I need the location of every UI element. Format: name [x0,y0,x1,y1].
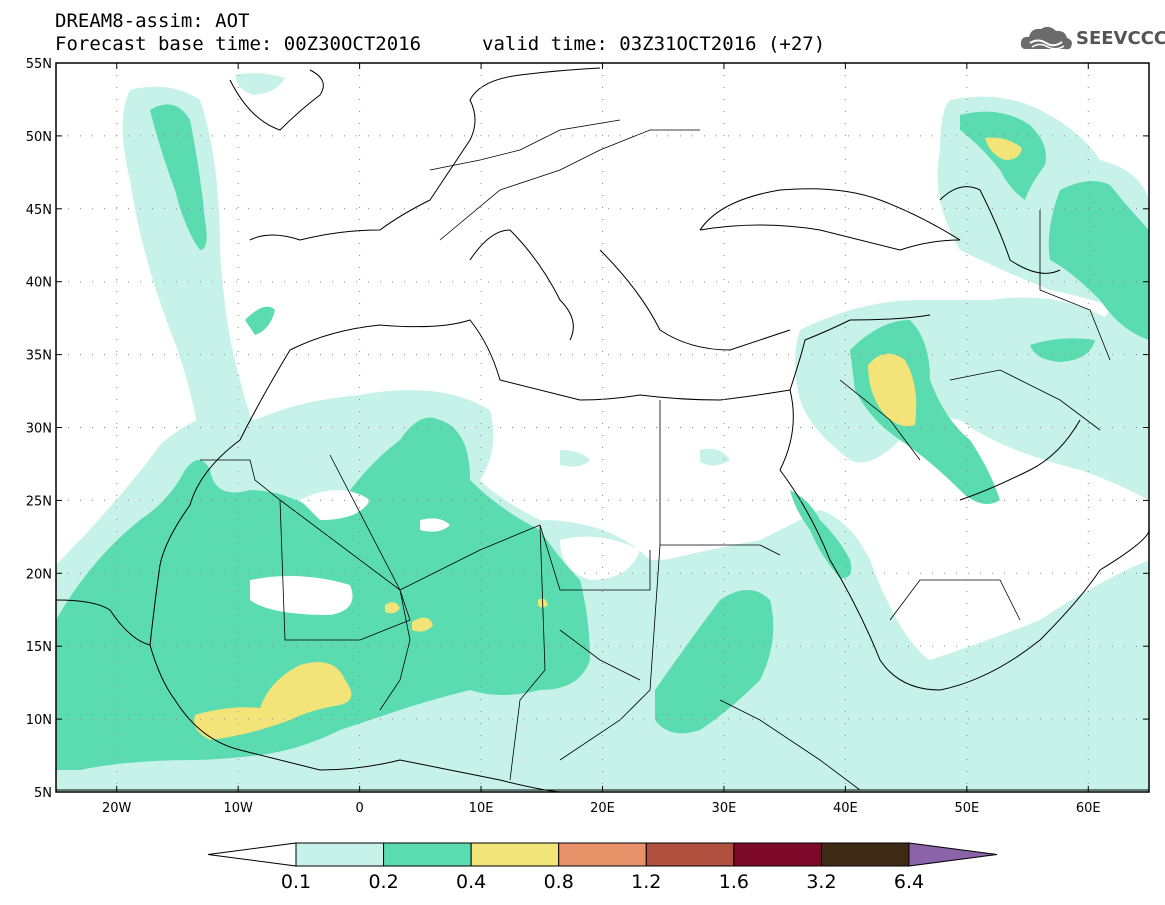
aot-field [56,73,1149,792]
seevccc-logo: SEEVCCC [1018,22,1165,56]
lat-tick-label: 50N [26,130,52,145]
colorbar-label: 0.4 [456,871,486,893]
lat-tick-label: 5N [34,786,52,801]
lon-tick-label: 0 [355,801,363,816]
colorbar-segment [908,842,998,867]
aot-level-0-4 [194,137,1022,740]
lon-tick-label: 50E [954,801,979,816]
lon-tick-label: 40E [833,801,858,816]
map-title: DREAM8-assim: AOT [55,10,250,32]
lat-tick-label: 10N [26,713,52,728]
colorbar-segment [645,842,735,867]
colorbar-segment [820,842,910,867]
lon-tick-label: 10W [223,801,253,816]
colorbar-label: 6.4 [894,871,924,893]
forecast-base-time: Forecast base time: 00Z30OCT2016 [55,33,422,55]
lat-tick-label: 35N [26,349,52,364]
colorbar-segment [733,842,822,867]
lat-tick-label: 45N [26,203,52,218]
lat-tick-label: 40N [26,276,52,291]
colorbar-label: 0.8 [544,871,574,893]
colorbar-segment [207,842,297,867]
valid-time: valid time: 03Z31OCT2016 (+27) [482,33,826,55]
colorbar-label: 0.1 [281,871,311,893]
colorbar-segment [470,842,560,867]
lon-tick-label: 30E [712,801,737,816]
cloud-icon [1020,26,1072,50]
lat-tick-label: 30N [26,422,52,437]
map-axes: 55N 50N 45N 40N 35N 30N 25N 20N 15N 10N 5N 20W 10W 0 1… [26,57,1149,816]
lat-tick-label: 15N [26,640,52,655]
lon-tick-label: 60E [1076,801,1101,816]
colorbar-segment [558,842,647,867]
colorbar-label: 3.2 [806,871,836,893]
coastlines [56,67,1149,792]
lat-tick-label: 25N [26,494,52,509]
lon-tick-label: 20E [590,801,615,816]
lon-tick-label: 20W [102,801,132,816]
logo-text: SEEVCCC [1076,28,1165,49]
colorbar-segment [295,842,385,867]
colorbar-label: 1.6 [719,871,749,893]
country-borders [200,119,1111,791]
colorbar-label: 1.2 [631,871,661,893]
colorbar-segment [383,842,472,867]
aot-low-areas [250,462,990,615]
colorbar-label: 0.2 [368,871,398,893]
colorbar: 0.1 0.2 0.4 0.8 1.2 1.6 3.2 6.4 [207,842,998,893]
lat-tick-label: 55N [26,57,52,72]
lon-tick-label: 10E [469,801,494,816]
lat-tick-label: 20N [26,567,52,582]
